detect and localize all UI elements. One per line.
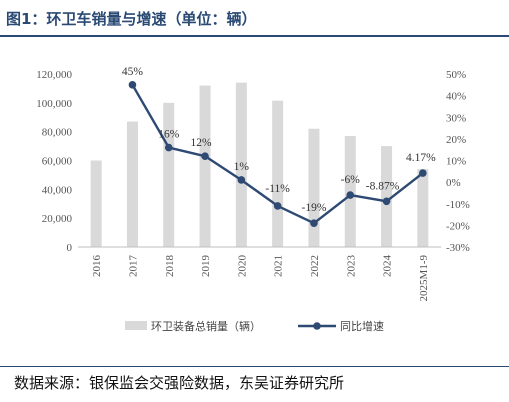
growth-point-2017 [128, 81, 137, 89]
x-tick-label: 2025M1-9 [418, 255, 430, 302]
x-tick-label: 2022 [309, 255, 321, 277]
axis-layer: 0 20,000 40,000 60,000 80,000 100,000 120,000 -… [36, 69, 470, 301]
y-right-tick-label: -30% [446, 242, 470, 254]
growth-point-2020 [237, 176, 246, 184]
x-tick-label: 2021 [273, 255, 285, 277]
growth-label-2017: 45% [122, 66, 144, 78]
bars-layer [90, 82, 429, 248]
x-tick-label: 2018 [164, 255, 176, 278]
y-right-tick-label: 30% [446, 112, 466, 124]
bar-2019 [199, 85, 211, 248]
combo-chart: 0 20,000 40,000 60,000 80,000 100,000 120,000 -… [36, 66, 470, 333]
bar-2022 [308, 128, 320, 247]
growth-point-2025M1-9 [419, 169, 427, 177]
y-right-tick-label: 20% [446, 134, 466, 146]
legend-bar-swatch [125, 321, 147, 330]
y-right-tick-label: -20% [446, 220, 470, 232]
legend: 环卫装备总销量（辆） 同比增速 [125, 319, 384, 333]
growth-label-2024: -8.87% [366, 180, 400, 192]
y-right-tick-label: 0% [446, 177, 461, 189]
labels-layer: 45% 16% 12% 1% -11% -19% -6% -8.87% 4.17% [122, 66, 436, 214]
growth-label-2018: 16% [158, 129, 180, 141]
bar-2025M1-9 [417, 169, 429, 247]
growth-label-2022: -19% [301, 202, 326, 214]
figure-title: 图1：环卫车销量与增速（单位：辆） [6, 10, 257, 28]
y-left-tick-label: 20,000 [42, 213, 73, 225]
y-left-tick-label: 0 [67, 242, 73, 254]
x-tick-label: 2023 [345, 255, 357, 278]
growth-point-2023 [346, 191, 355, 199]
growth-point-2021 [273, 202, 282, 210]
x-tick-label: 2016 [91, 255, 103, 278]
y-left-tick-label: 120,000 [36, 69, 72, 81]
bar-2017 [126, 121, 138, 247]
growth-label-2023: -6% [341, 174, 361, 186]
x-tick-label: 2024 [382, 255, 394, 278]
bar-2021 [272, 100, 284, 247]
bar-2016 [90, 160, 102, 247]
growth-point-2019 [201, 152, 209, 160]
bar-2020 [235, 82, 247, 248]
source-note: 数据来源：银保监会交强险数据，东吴证券研究所 [14, 374, 345, 392]
x-tick-label: 2020 [236, 255, 248, 278]
bar-2018 [163, 102, 175, 247]
legend-bar-label: 环卫装备总销量（辆） [151, 319, 261, 333]
growth-label-2021: -11% [265, 183, 290, 195]
growth-label-2019: 12% [191, 137, 213, 149]
y-right-tick-label: 50% [446, 69, 466, 81]
title-rule [0, 35, 509, 37]
y-left-tick-label: 100,000 [36, 98, 72, 110]
y-left-tick-label: 60,000 [42, 156, 73, 168]
growth-point-2024 [382, 197, 391, 206]
growth-label-2025M1-9: 4.17% [406, 152, 436, 164]
bottom-rule [0, 366, 509, 367]
growth-point-2022 [310, 219, 318, 228]
x-tick-label: 2017 [127, 255, 139, 278]
growth-label-2020: 1% [234, 161, 250, 173]
legend-line-marker [313, 322, 321, 330]
y-right-tick-label: 40% [446, 91, 466, 103]
y-left-tick-label: 40,000 [42, 184, 73, 196]
bar-2024 [381, 146, 393, 247]
y-right-tick-label: -10% [446, 199, 470, 211]
y-left-tick-label: 80,000 [42, 127, 73, 139]
x-tick-label: 2019 [200, 255, 212, 278]
growth-point-2018 [164, 143, 173, 152]
legend-line-label: 同比增速 [340, 319, 384, 333]
y-right-tick-label: 10% [446, 156, 466, 168]
line-layer [128, 81, 427, 228]
